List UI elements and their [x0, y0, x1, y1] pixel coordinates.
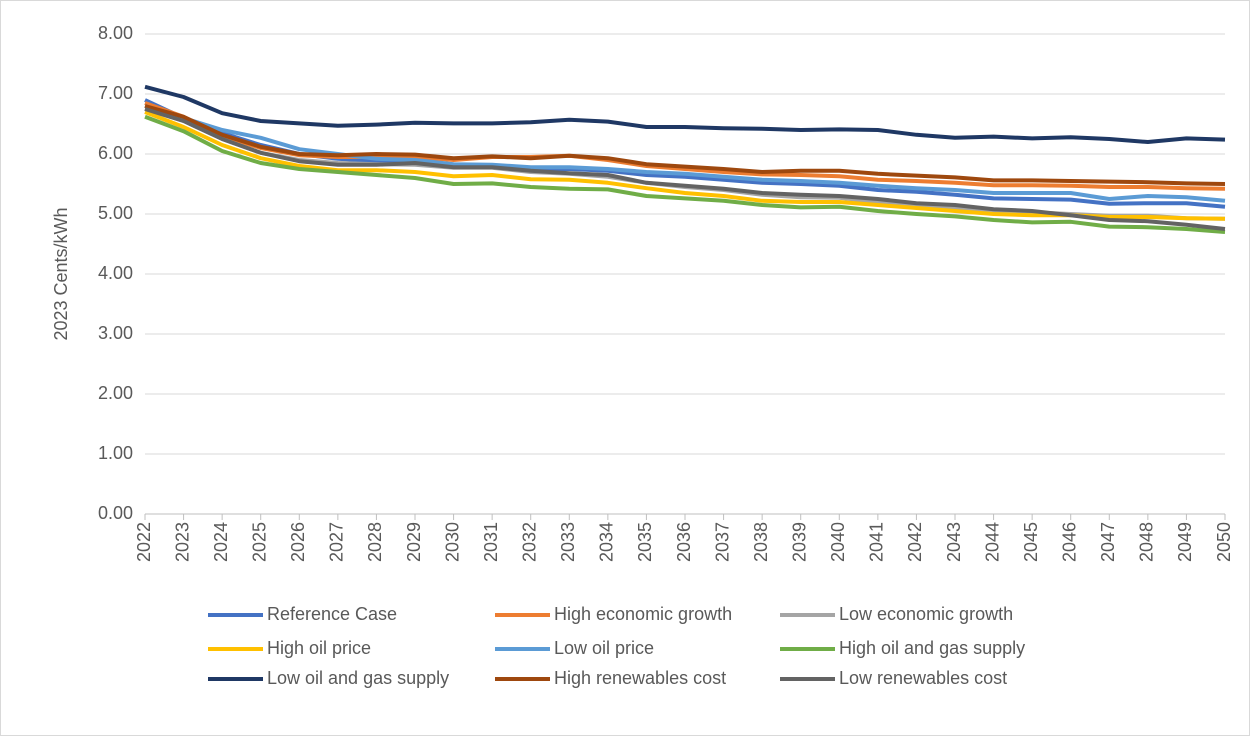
y-tick-label: 5.00 [98, 203, 133, 223]
y-tick-label: 2.00 [98, 383, 133, 403]
x-tick-label: 2038 [751, 522, 771, 562]
legend-label: Low economic growth [839, 604, 1013, 624]
y-tick-label: 8.00 [98, 23, 133, 43]
x-tick-label: 2025 [249, 522, 269, 562]
x-tick-label: 2050 [1214, 522, 1234, 562]
series-line [144, 104, 1226, 203]
x-tick-label: 2045 [1021, 522, 1041, 562]
series-line [144, 110, 1226, 221]
y-tick-label: 6.00 [98, 143, 133, 163]
legend-label: Low renewables cost [839, 668, 1007, 688]
x-tick-label: 2028 [365, 522, 385, 562]
x-tick-label: 2023 [172, 522, 192, 562]
legend-label: High economic growth [554, 604, 732, 624]
x-tick-label: 2027 [327, 522, 347, 562]
x-tick-label: 2039 [789, 522, 809, 562]
y-tick-label: 1.00 [98, 443, 133, 463]
series-line [144, 114, 1226, 234]
y-tick-label: 4.00 [98, 263, 133, 283]
x-tick-label: 2022 [134, 522, 154, 562]
x-tick-label: 2044 [982, 522, 1002, 562]
series-line [144, 84, 1226, 144]
x-tick-label: 2037 [712, 522, 732, 562]
x-tick-label: 2046 [1059, 522, 1079, 562]
x-tick-label: 2036 [674, 522, 694, 562]
y-tick-label: 3.00 [98, 323, 133, 343]
x-tick-label: 2026 [288, 522, 308, 562]
x-tick-label: 2024 [211, 522, 231, 562]
x-tick-label: 2048 [1137, 522, 1157, 562]
x-tick-label: 2041 [867, 522, 887, 562]
legend-label: Reference Case [267, 604, 397, 624]
y-tick-label: 0.00 [98, 503, 133, 523]
x-tick-label: 2040 [828, 522, 848, 562]
x-tick-label: 2029 [404, 522, 424, 562]
x-tick-label: 2030 [442, 522, 462, 562]
legend-label: High renewables cost [554, 668, 726, 688]
x-tick-label: 2043 [944, 522, 964, 562]
legend-label: High oil price [267, 638, 371, 658]
x-tick-label: 2047 [1098, 522, 1118, 562]
legend-label: High oil and gas supply [839, 638, 1025, 658]
y-tick-label: 7.00 [98, 83, 133, 103]
legend-label: Low oil price [554, 638, 654, 658]
x-tick-label: 2049 [1175, 522, 1195, 562]
y-axis-label: 2023 Cents/kWh [51, 207, 71, 340]
series-line [144, 104, 1226, 186]
series-line [144, 107, 1226, 231]
x-tick-label: 2034 [597, 522, 617, 562]
x-tick-label: 2031 [481, 522, 501, 562]
x-tick-label: 2032 [519, 522, 539, 562]
x-tick-label: 2042 [905, 522, 925, 562]
x-tick-label: 2033 [558, 522, 578, 562]
legend-label: Low oil and gas supply [267, 668, 449, 688]
x-tick-label: 2035 [635, 522, 655, 562]
